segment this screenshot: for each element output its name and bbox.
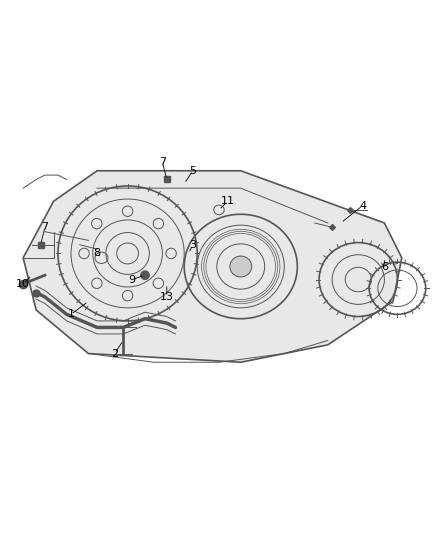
Text: 2: 2 xyxy=(111,349,118,359)
Text: 6: 6 xyxy=(381,262,388,271)
Text: 7: 7 xyxy=(41,222,49,232)
Text: 7: 7 xyxy=(159,157,166,167)
Text: 8: 8 xyxy=(94,248,101,259)
Text: 1: 1 xyxy=(67,309,74,319)
FancyBboxPatch shape xyxy=(1,49,437,484)
Text: 5: 5 xyxy=(189,166,196,176)
Text: 10: 10 xyxy=(16,279,30,289)
Ellipse shape xyxy=(230,256,252,277)
Text: 4: 4 xyxy=(359,200,366,211)
Text: 11: 11 xyxy=(221,196,235,206)
Text: 9: 9 xyxy=(128,274,135,285)
Ellipse shape xyxy=(141,271,149,279)
Text: 13: 13 xyxy=(160,292,174,302)
Text: 3: 3 xyxy=(189,240,196,250)
Polygon shape xyxy=(23,171,402,362)
